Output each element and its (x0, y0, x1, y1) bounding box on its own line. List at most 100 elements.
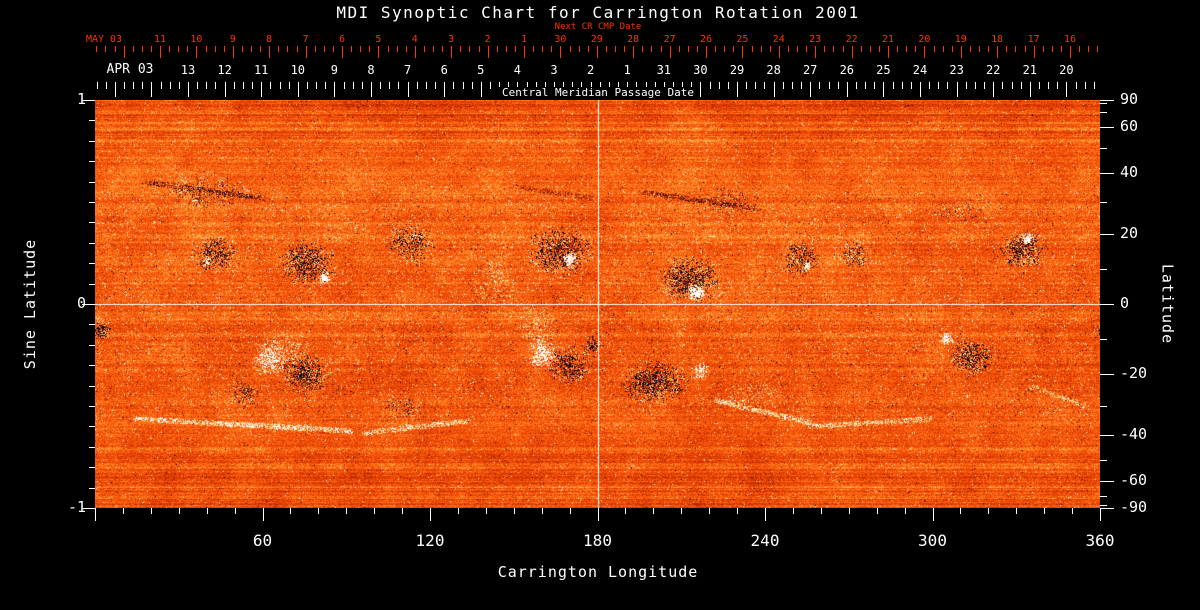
cmp-tick (984, 82, 985, 89)
next-cr-tick (360, 46, 361, 52)
next-cr-tick (515, 46, 516, 52)
cmp-tick (124, 82, 125, 89)
cmp-tick (1002, 82, 1003, 89)
longitude-tick (374, 508, 375, 514)
longitude-tick (933, 508, 934, 521)
next-cr-tick (615, 46, 616, 52)
cmp-tick (682, 82, 683, 89)
cmp-day-label: 9 (330, 63, 339, 77)
next-cr-tick (151, 46, 152, 52)
longitude-tick (486, 508, 487, 514)
cmp-tick (929, 82, 930, 89)
next-cr-day-label: 7 (302, 34, 309, 45)
next-cr-tick (879, 46, 880, 52)
cmp-tick (197, 82, 198, 89)
cmp-tick (444, 82, 445, 97)
cmp-tick (572, 82, 573, 89)
cmp-tick (1094, 82, 1095, 89)
longitude-tick (737, 508, 738, 514)
next-cr-tick (815, 46, 816, 58)
cmp-tick (161, 82, 162, 89)
longitude-axis-title: Carrington Longitude (497, 563, 699, 581)
next-cr-tick (988, 46, 989, 52)
next-cr-tick (733, 46, 734, 52)
sine-latitude-tick (89, 141, 95, 142)
next-cr-tick (115, 46, 116, 52)
next-cr-day-label: 5 (375, 34, 382, 45)
cmp-tick (874, 82, 875, 89)
longitude-tick (207, 508, 208, 514)
cmp-tick (170, 82, 171, 89)
cmp-tick (408, 82, 409, 97)
cmp-tick (719, 82, 720, 89)
cmp-tick (243, 82, 244, 89)
next-cr-day-label: 16 (1063, 34, 1077, 45)
next-cr-tick (688, 46, 689, 52)
longitude-tick (1016, 508, 1017, 514)
cmp-tick (215, 82, 216, 89)
cmp-tick (581, 82, 582, 89)
cmp-tick (1076, 82, 1077, 89)
latitude-tick-label: 60 (1120, 117, 1139, 136)
longitude-tick-label: 60 (252, 531, 273, 550)
next-cr-tick (752, 46, 753, 52)
cmp-day-label: 7 (403, 63, 412, 77)
longitude-tick (793, 508, 794, 514)
next-cr-day-label: 6 (338, 34, 346, 45)
next-cr-tick (1079, 46, 1080, 52)
latitude-tick-label: -90 (1120, 498, 1148, 516)
cmp-tick (481, 82, 482, 97)
latitude-tick (1100, 374, 1114, 375)
latitude-tick (1100, 406, 1107, 407)
cmp-tick (435, 82, 436, 89)
latitude-tick (1100, 173, 1114, 174)
cmp-tick (920, 82, 921, 97)
cmp-tick (389, 82, 390, 89)
next-cr-tick (915, 46, 916, 52)
cmp-tick (417, 82, 418, 89)
next-cr-tick (661, 46, 662, 52)
longitude-tick (179, 508, 180, 514)
longitude-tick (263, 508, 264, 521)
cmp-tick (325, 82, 326, 89)
next-cr-tick (560, 46, 561, 58)
next-cr-tick (1043, 46, 1044, 52)
latitude-tick (1100, 481, 1114, 482)
next-cr-day-label: 21 (881, 34, 895, 45)
sine-latitude-tick (89, 365, 95, 366)
cmp-tick (353, 82, 354, 89)
sine-latitude-tick (89, 284, 95, 285)
next-cr-tick (833, 46, 834, 52)
next-cr-tick (697, 46, 698, 52)
next-cr-tick (724, 46, 725, 52)
cmp-tick (270, 82, 271, 89)
next-cr-tick (196, 46, 197, 58)
next-cr-tick (524, 46, 525, 58)
cmp-tick (1012, 82, 1013, 89)
cmp-day-label: 30 (693, 63, 708, 77)
next-cr-tick (424, 46, 425, 52)
next-cr-day-label: 10 (190, 34, 203, 45)
next-cr-tick (715, 46, 716, 52)
latitude-tick (1100, 505, 1107, 506)
longitude-tick (1044, 508, 1045, 514)
next-cr-day-label: 3 (448, 34, 455, 45)
latitude-tick (1100, 339, 1107, 340)
sine-latitude-tick (89, 447, 95, 448)
next-cr-tick (287, 46, 288, 52)
next-cr-tick (897, 46, 898, 52)
next-cr-day-label: 26 (699, 34, 713, 45)
cmp-tick (737, 82, 738, 97)
latitude-tick (1100, 148, 1107, 149)
latitude-tick (1100, 127, 1114, 128)
cmp-day-label: 27 (802, 63, 818, 77)
cmp-day-label: 5 (477, 63, 485, 77)
next-cr-tick (397, 46, 398, 52)
next-cr-tick (852, 46, 853, 58)
cmp-tick (508, 82, 509, 89)
next-cr-tick (506, 46, 507, 52)
latitude-tick (1100, 269, 1107, 270)
latitude-tick-label: -20 (1120, 363, 1148, 382)
cmp-tick (280, 82, 281, 89)
next-cr-tick (679, 46, 680, 52)
